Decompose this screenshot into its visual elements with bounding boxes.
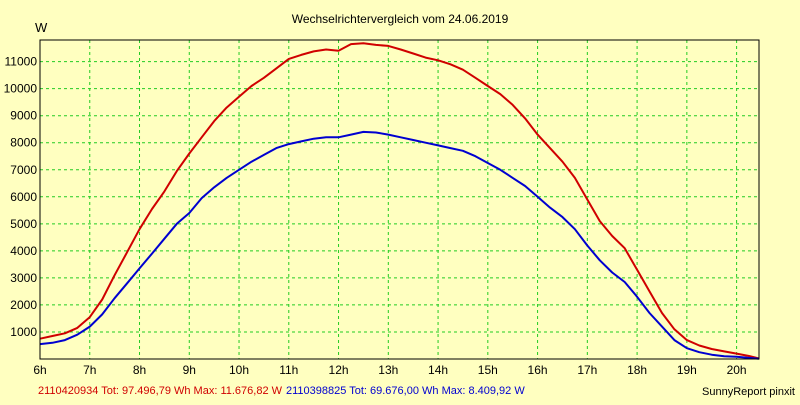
x-tick-label: 11h: [279, 363, 298, 377]
footer-credit: SunnyReport pinxit: [702, 386, 795, 398]
y-tick-label: 10000: [4, 82, 38, 96]
x-tick-label: 17h: [577, 363, 597, 377]
x-tick-label: 6h: [33, 363, 46, 377]
y-tick-label: 7000: [10, 163, 37, 177]
x-tick-label: 20h: [727, 363, 747, 377]
x-tick-label: 10h: [229, 363, 249, 377]
y-tick-label: 6000: [10, 190, 37, 204]
x-tick-label: 14h: [428, 363, 448, 377]
y-tick-label: 4000: [10, 244, 37, 258]
x-tick-label: 8h: [133, 363, 146, 377]
legend: 2110420934 Tot: 97.496,79 Wh Max: 11.676…: [38, 385, 525, 397]
series-line-2110398825: [39, 130, 760, 360]
x-tick-label: 16h: [528, 363, 548, 377]
y-tick-labels: 1000 2000 3000 4000 5000 6000 7000 8000 9000 1000…: [4, 55, 38, 339]
plot-frame: [39, 39, 760, 360]
x-tick-label: 18h: [627, 363, 647, 377]
y-tick-label: 8000: [10, 136, 37, 150]
x-tick-label: 9h: [183, 363, 196, 377]
y-tick-label: 11000: [5, 55, 38, 69]
x-tick-label: 13h: [378, 363, 398, 377]
x-tick-label: 7h: [83, 363, 96, 377]
x-tick-labels: 6h 7h 8h 9h 10h 11h 12h 13h 14h 15h 16h 17h 18h 19h 20…: [33, 363, 746, 377]
grid: [40, 40, 759, 359]
y-tick-label: 1000: [10, 325, 37, 339]
y-tick-label: 9000: [10, 109, 37, 123]
x-tick-label: 19h: [677, 363, 697, 377]
y-tick-label: 3000: [10, 271, 37, 285]
series-line-2110420934: [39, 42, 760, 360]
legend-entry-2110420934: 2110420934 Tot: 97.496,79 Wh Max: 11.676…: [38, 385, 283, 397]
y-tick-label: 5000: [10, 217, 37, 231]
legend-entry-2110398825: 2110398825 Tot: 69.676,00 Wh Max: 8.409,…: [286, 385, 525, 397]
series-lines: [39, 42, 760, 360]
y-axis-unit-label: W: [35, 20, 48, 35]
x-tick-label: 15h: [478, 363, 498, 377]
x-tick-label: 12h: [329, 363, 349, 377]
chart-title: Wechselrichtervergleich vom 24.06.2019: [292, 12, 509, 26]
y-tick-label: 2000: [10, 298, 37, 312]
